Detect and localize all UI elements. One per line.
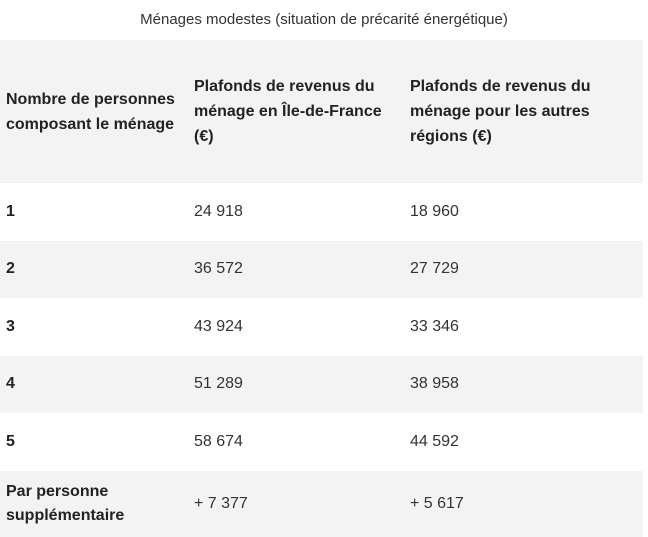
table-row: 5 58 674 44 592: [0, 413, 643, 471]
header-household-size: Nombre de personnes composant le ménage: [6, 90, 175, 133]
other-regions-value-cell: 44 592: [410, 432, 459, 450]
ile-de-france-value-cell: 24 918: [194, 202, 243, 220]
income-ceiling-table: Nombre de personnes composant le ménage …: [0, 40, 643, 537]
table-caption: Ménages modestes (situation de précarité…: [140, 11, 508, 28]
table-header-row: Nombre de personnes composant le ménage …: [0, 40, 643, 183]
table-row-additional-person: Par personne supplémentaire + 7 377 + 5 …: [0, 470, 643, 537]
household-size-cell: 5: [6, 432, 15, 450]
other-regions-value-cell: + 5 617: [410, 494, 464, 512]
household-size-cell: 4: [6, 375, 15, 393]
ile-de-france-value-cell: 43 924: [194, 317, 243, 335]
ile-de-france-value-cell: + 7 377: [194, 494, 248, 512]
other-regions-value-cell: 27 729: [410, 260, 459, 278]
header-other-regions-ceiling: Plafonds de revenus du ménage pour les a…: [410, 78, 591, 145]
ile-de-france-value-cell: 58 674: [194, 432, 243, 450]
other-regions-value-cell: 18 960: [410, 202, 459, 220]
table-row: 4 51 289 38 958: [0, 355, 643, 413]
header-ile-de-france-ceiling: Plafonds de revenus du ménage en Île-de-…: [194, 78, 382, 145]
household-size-cell: 2: [6, 260, 15, 278]
table-row: 2 36 572 27 729: [0, 240, 643, 298]
ile-de-france-value-cell: 36 572: [194, 260, 243, 278]
table-row: 1 24 918 18 960: [0, 183, 643, 241]
household-size-cell: Par personne supplémentaire: [6, 482, 125, 524]
household-size-cell: 3: [6, 317, 15, 335]
other-regions-value-cell: 38 958: [410, 375, 459, 393]
ile-de-france-value-cell: 51 289: [194, 375, 243, 393]
table-row: 3 43 924 33 346: [0, 298, 643, 356]
other-regions-value-cell: 33 346: [410, 317, 459, 335]
household-size-cell: 1: [6, 202, 15, 220]
